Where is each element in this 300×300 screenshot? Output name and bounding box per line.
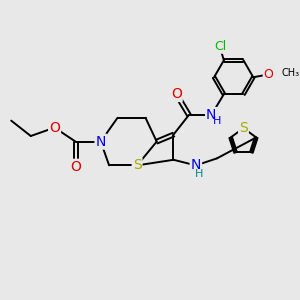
Text: O: O — [49, 121, 60, 135]
Text: H: H — [213, 116, 222, 126]
Text: S: S — [133, 158, 142, 172]
Text: N: N — [191, 158, 201, 172]
Text: O: O — [171, 87, 182, 101]
Text: S: S — [239, 121, 248, 135]
Text: N: N — [206, 108, 217, 122]
Text: O: O — [264, 68, 274, 81]
Text: O: O — [70, 160, 81, 174]
Text: H: H — [194, 169, 203, 179]
Text: CH₃: CH₃ — [281, 68, 299, 78]
Text: N: N — [95, 135, 106, 148]
Text: Cl: Cl — [214, 40, 226, 53]
